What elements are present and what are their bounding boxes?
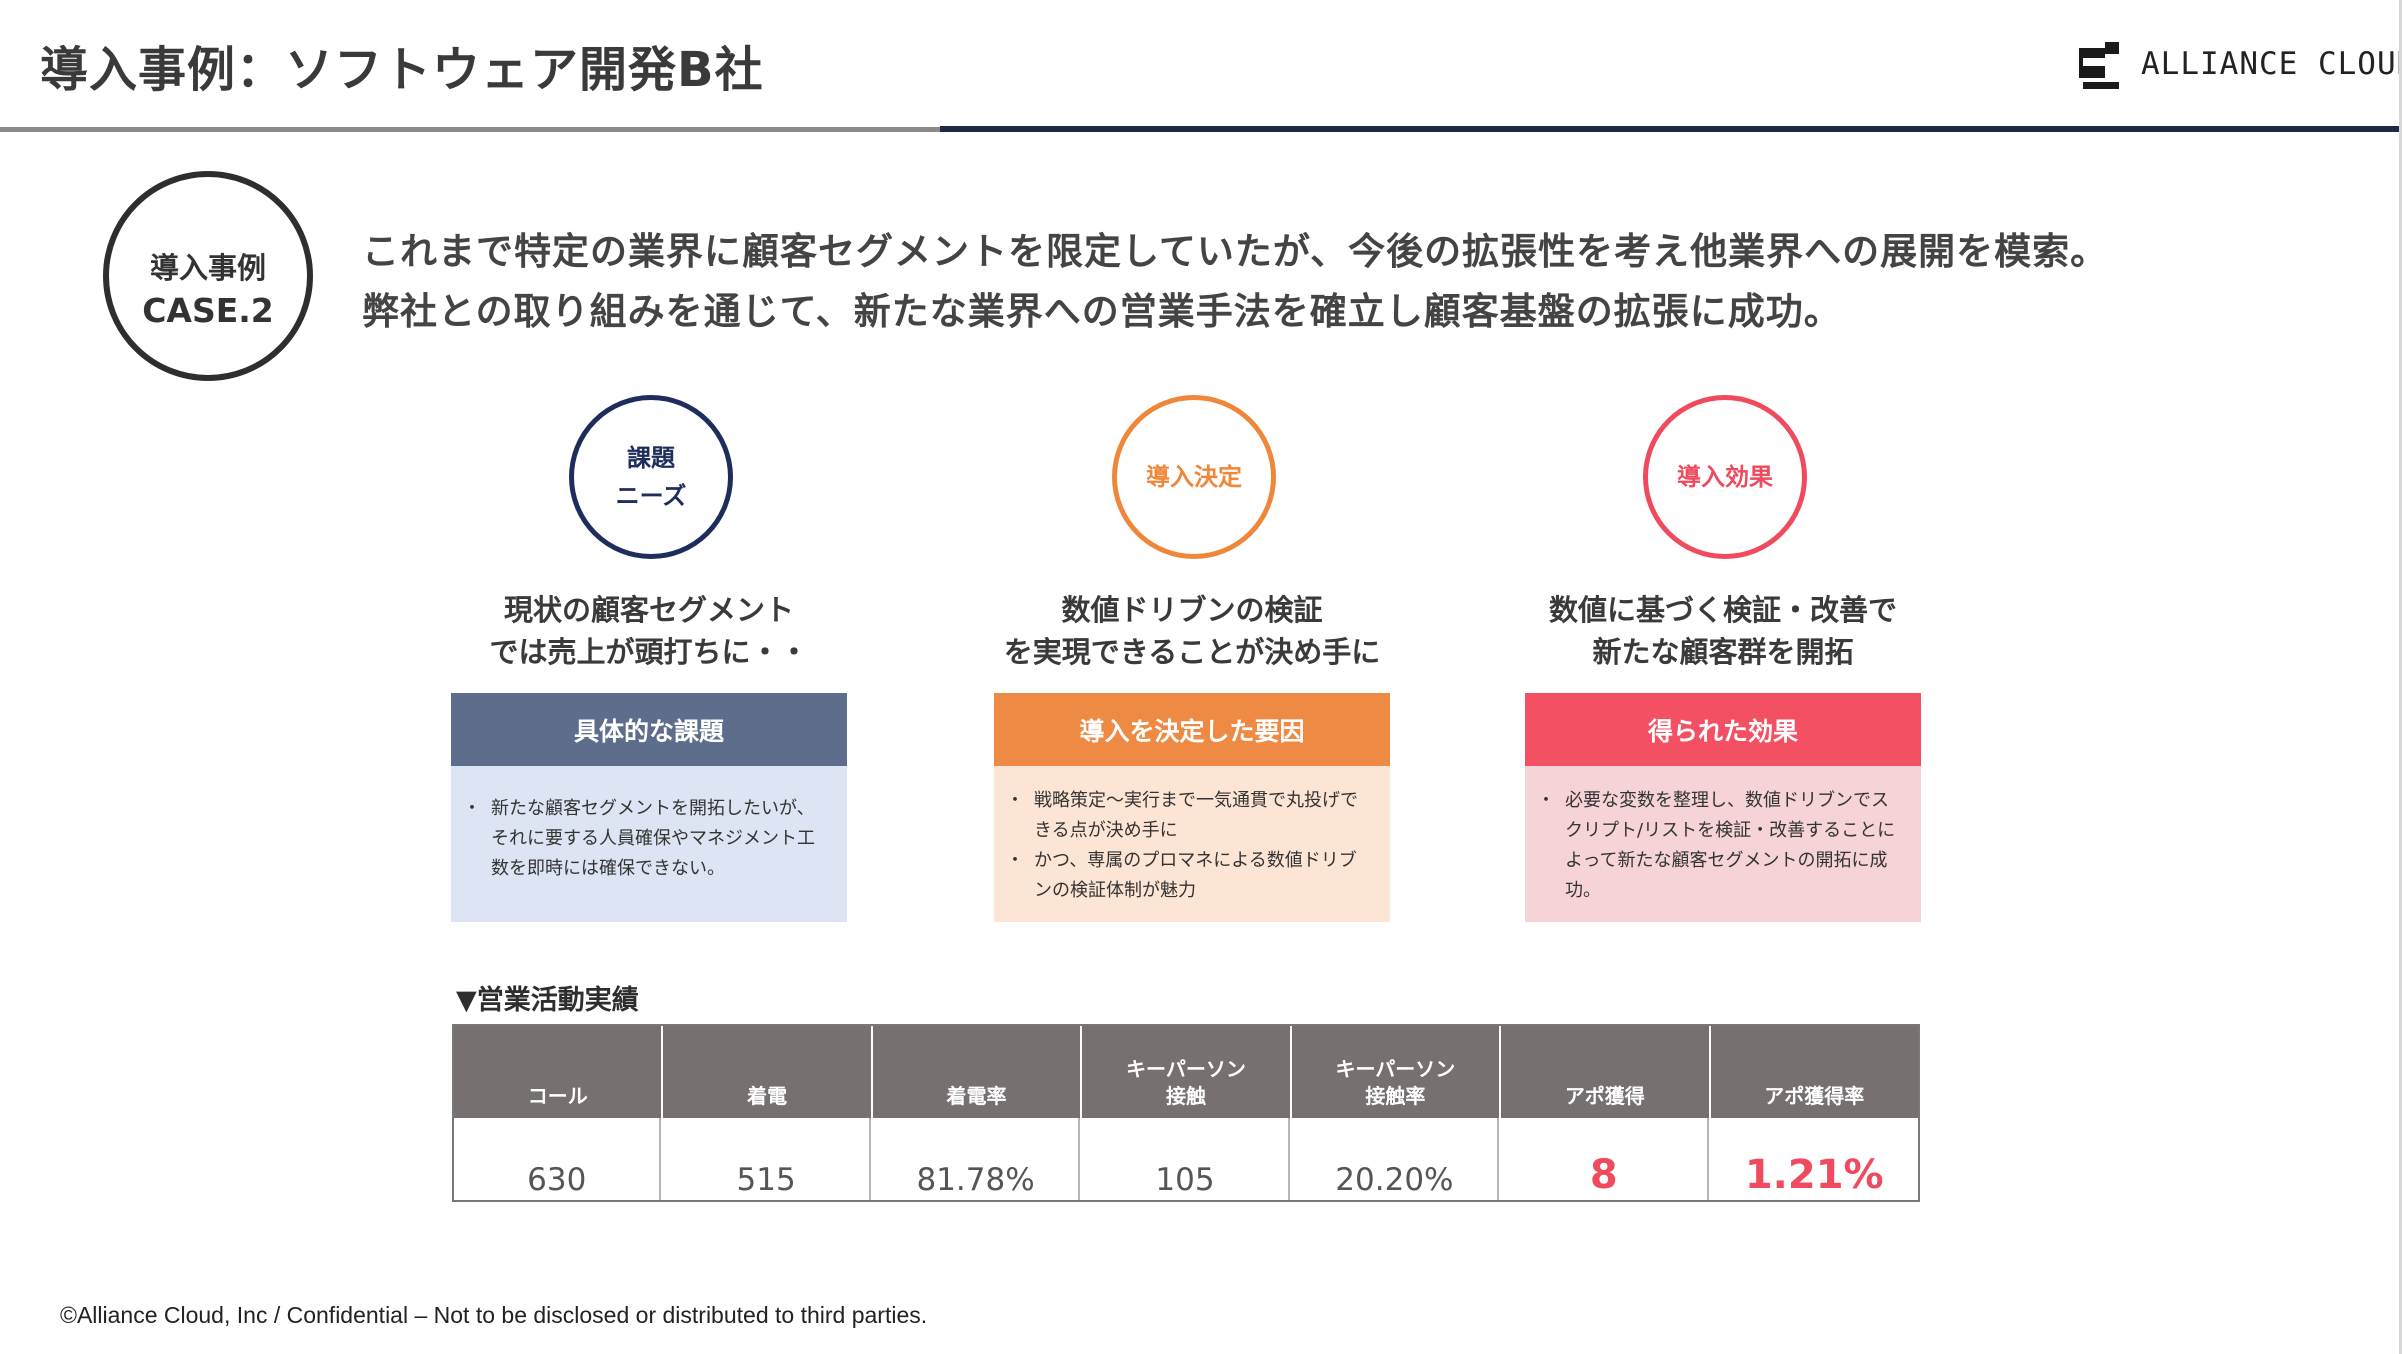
stats-column-keyperson-rate: キーパーソン 接触率 20.20% xyxy=(1291,1026,1502,1200)
effect-bullet: 必要な変数を整理し、数値ドリブンでスクリプト/リストを検証・改善することによって… xyxy=(1537,786,1903,906)
decision-box: 戦略策定～実行まで一気通貫で丸投げできる点が決め手に かつ、専属のプロマネによる… xyxy=(994,766,1390,922)
stats-header-line: キーパーソン xyxy=(1335,1057,1456,1081)
stats-header-line: 接触 xyxy=(1165,1084,1206,1108)
challenge-box: 新たな顧客セグメントを開拓したいが、それに要する人員確保やマネジメント工数を即時… xyxy=(451,766,847,922)
effect-bar: 得られた効果 xyxy=(1525,693,1921,766)
decision-headline: 数値ドリブンの検証 を実現できることが決め手に xyxy=(954,589,1430,673)
stats-header: アポ獲得率 xyxy=(1710,1026,1918,1118)
header-rule-dark xyxy=(940,126,2402,132)
effect-headline-line-1: 数値に基づく検証・改善で xyxy=(1548,593,1897,627)
lead-line-1: これまで特定の業界に顧客セグメントを限定していたが、今後の拡張性を考え他業界への… xyxy=(362,230,2109,273)
effect-circle-label: 導入効果 xyxy=(1677,463,1773,491)
stats-header: アポ獲得 xyxy=(1501,1026,1709,1118)
page-title: 導入事例：ソフトウェア開発B社 xyxy=(40,42,764,98)
challenge-bullet: 新たな顧客セグメントを開拓したいが、それに要する人員確保やマネジメント工数を即時… xyxy=(463,794,829,884)
stats-column-keyperson: キーパーソン 接触 105 xyxy=(1082,1026,1292,1200)
lead-line-2: 弊社との取り組みを通じて、新たな業界への営業手法を確立し顧客基盤の拡張に成功。 xyxy=(362,290,1842,333)
decision-headline-line-1: 数値ドリブンの検証 xyxy=(1061,593,1323,627)
stats-header-line: キーパーソン xyxy=(1126,1057,1246,1081)
company-logo: ALLIANCE CLOUD xyxy=(2075,34,2402,94)
challenge-circle-line-2: ニーズ xyxy=(615,482,687,510)
stats-value: 20.20% xyxy=(1292,1118,1500,1200)
stats-header: コール xyxy=(454,1026,662,1118)
stats-table: コール 630 着電 515 着電率 81.78% キーパーソン 接触 105 … xyxy=(452,1024,1920,1202)
stats-value: 630 xyxy=(454,1118,662,1200)
stats-column-appointment-rate: アポ獲得率 1.21% xyxy=(1710,1026,1918,1200)
decision-bar: 導入を決定した要因 xyxy=(994,693,1390,766)
footer-copyright: ©Alliance Cloud, Inc / Confidential – No… xyxy=(60,1302,928,1328)
effect-headline: 数値に基づく検証・改善で 新たな顧客群を開拓 xyxy=(1485,589,1961,673)
stats-header: 着電率 xyxy=(872,1026,1081,1118)
stats-header-line: コール xyxy=(527,1084,588,1108)
challenge-headline-line-1: 現状の顧客セグメント xyxy=(503,593,794,627)
stats-value: 515 xyxy=(663,1118,871,1200)
stats-header-line: 接触率 xyxy=(1365,1084,1426,1108)
effect-box: 必要な変数を整理し、数値ドリブンでスクリプト/リストを検証・改善することによって… xyxy=(1525,766,1921,922)
logo-text: ALLIANCE CLOUD xyxy=(2141,46,2402,82)
case-badge-number: CASE.2 xyxy=(142,291,274,330)
decision-bullet: 戦略策定～実行まで一気通貫で丸投げできる点が決め手に xyxy=(1006,786,1372,846)
effect-circle: 導入効果 xyxy=(1643,395,1807,559)
decision-circle: 導入決定 xyxy=(1112,395,1276,559)
effect-headline-line-2: 新たな顧客群を開拓 xyxy=(1592,635,1854,669)
stats-header: 着電 xyxy=(663,1026,871,1118)
lead-text: これまで特定の業界に顧客セグメントを限定していたが、今後の拡張性を考え他業界への… xyxy=(362,222,2108,342)
challenge-circle-line-1: 課題 xyxy=(627,444,675,472)
stats-header: キーパーソン 接触率 xyxy=(1291,1026,1500,1118)
case-badge: 導入事例 CASE.2 xyxy=(103,171,313,381)
slide-edge xyxy=(2399,0,2402,1354)
challenge-circle: 課題 ニーズ xyxy=(569,395,733,559)
stats-value-highlight: 1.21% xyxy=(1744,1152,1884,1198)
stats-header: キーパーソン 接触 xyxy=(1082,1026,1290,1118)
stats-header-line: 着電率 xyxy=(946,1084,1007,1108)
header-rule-light xyxy=(0,127,940,132)
stats-column-connected: 着電 515 xyxy=(663,1026,873,1200)
stats-header-line: 着電 xyxy=(747,1084,788,1108)
case-badge-label: 導入事例 xyxy=(149,251,266,285)
stats-header-line: アポ獲得 xyxy=(1564,1084,1645,1108)
stats-column-connect-rate: 着電率 81.78% xyxy=(872,1026,1083,1200)
stats-title: ▼営業活動実績 xyxy=(456,985,639,1016)
decision-bullet: かつ、専属のプロマネによる数値ドリブンの検証体制が魅力 xyxy=(1006,846,1372,906)
stats-column-appointments: アポ獲得 8 xyxy=(1501,1026,1711,1200)
stats-value: 105 xyxy=(1082,1118,1290,1200)
challenge-headline-line-2: では売上が頭打ちに・・ xyxy=(489,635,809,669)
decision-circle-label: 導入決定 xyxy=(1146,463,1242,491)
stats-header-line: アポ獲得率 xyxy=(1764,1084,1865,1108)
challenge-bar: 具体的な課題 xyxy=(451,693,847,766)
challenge-headline: 現状の顧客セグメント では売上が頭打ちに・・ xyxy=(411,589,887,673)
stats-value: 81.78% xyxy=(873,1118,1081,1200)
stats-value-highlight: 8 xyxy=(1501,1118,1709,1200)
alliance-cloud-logo-icon xyxy=(2079,42,2119,89)
stats-column-calls: コール 630 xyxy=(454,1026,664,1200)
decision-headline-line-2: を実現できることが決め手に xyxy=(1003,635,1381,669)
